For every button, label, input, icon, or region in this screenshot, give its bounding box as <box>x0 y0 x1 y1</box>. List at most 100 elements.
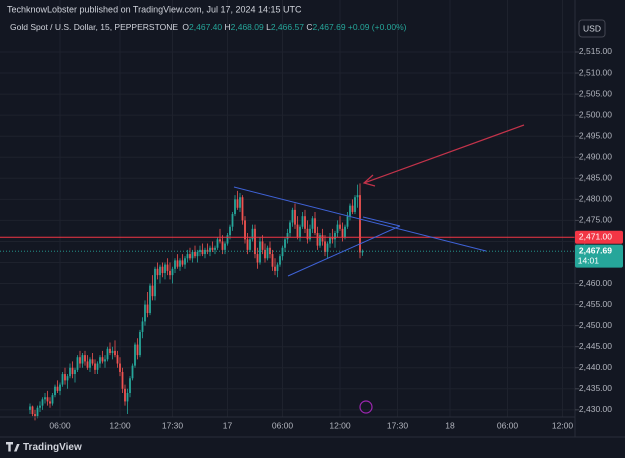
candle-body <box>64 374 66 381</box>
candle-body <box>271 254 274 267</box>
candle-body <box>56 386 59 391</box>
candle-body <box>219 239 221 242</box>
candle-body <box>319 235 321 246</box>
candle-body <box>151 285 154 297</box>
x-tick-label: 17 <box>223 420 233 430</box>
candle-body <box>71 367 74 375</box>
candle-body <box>89 359 91 368</box>
candle-body <box>106 348 109 360</box>
last-price-label: 2,467.69 <box>579 245 612 255</box>
y-tick-label: 2,485.00 <box>579 173 612 183</box>
currency: USD <box>583 23 601 33</box>
candle-body <box>81 355 84 364</box>
candle-body <box>226 235 229 244</box>
candle-body <box>241 197 244 221</box>
candle-body <box>51 395 54 404</box>
candle-body <box>306 228 309 240</box>
candle-body <box>66 376 69 381</box>
candle-body <box>311 218 314 229</box>
legend-change: +0.09 (+0.00%) <box>348 22 407 32</box>
candle-body <box>254 228 256 255</box>
candle-body <box>86 361 89 368</box>
candle-body <box>264 249 266 259</box>
candle-body <box>286 233 289 240</box>
candle-body <box>314 218 316 234</box>
candle-body <box>234 199 236 215</box>
candle-body <box>346 216 349 227</box>
candle-body <box>281 247 284 257</box>
legend-value: 2,468.09 <box>231 22 264 32</box>
candle-body <box>209 247 211 252</box>
candle-body <box>236 199 239 208</box>
candle-body <box>214 247 216 250</box>
candle-body <box>189 254 191 259</box>
legend-key: L <box>266 22 271 32</box>
candle-body <box>94 363 96 370</box>
candle-body <box>114 350 116 356</box>
legend: Gold Spot / U.S. Dollar, 15, PEPPERSTONE… <box>10 22 407 32</box>
countdown: 14:01 <box>578 255 600 265</box>
candle-body <box>344 226 346 238</box>
candle-body <box>166 264 169 271</box>
footer-brand[interactable]: TradingView <box>23 442 82 453</box>
candle-body <box>141 321 144 332</box>
triangle-lower <box>287 225 401 277</box>
legend-value: 2,467.69 <box>312 22 345 32</box>
candle-body <box>276 264 279 271</box>
legend-key: H <box>225 22 231 32</box>
arrow-head <box>362 174 376 187</box>
candle-body <box>136 344 139 356</box>
candle-body <box>76 357 79 370</box>
y-tick-label: 2,505.00 <box>579 88 612 98</box>
event-icon[interactable] <box>359 400 373 414</box>
candle-body <box>356 195 359 198</box>
candle-body <box>184 258 186 265</box>
currency-box[interactable] <box>578 19 606 38</box>
triangle-upper <box>233 186 487 252</box>
candle-body <box>336 224 339 234</box>
y-tick-label: 2,495.00 <box>579 130 612 140</box>
candle-body <box>169 270 171 276</box>
candle-body <box>34 414 36 417</box>
candle-body <box>354 197 356 212</box>
candle-body <box>239 197 241 208</box>
y-tick-label: 2,445.00 <box>579 341 612 351</box>
triangle-apex <box>362 216 401 227</box>
level-tag <box>575 230 623 244</box>
candle-body <box>294 209 296 225</box>
last-price-tag <box>575 244 623 268</box>
candle-body <box>349 205 351 217</box>
candle-body <box>186 254 189 259</box>
candle-body <box>361 251 364 253</box>
candle-body <box>204 249 206 255</box>
candle-body <box>224 243 226 250</box>
candle-body <box>321 235 324 242</box>
candle-body <box>119 363 121 372</box>
y-tick-label: 2,455.00 <box>579 299 612 309</box>
x-tick-label: 06:00 <box>49 420 71 430</box>
price-axis: USD 2,430.00 2,435.00 2,440.00 2,445.00 2,45… <box>574 0 625 437</box>
candle-body <box>91 359 94 364</box>
candle-body <box>111 350 114 354</box>
candle-body <box>331 237 334 240</box>
y-tick-label: 2,460.00 <box>579 278 612 288</box>
candle-body <box>69 367 71 377</box>
y-tick-label: 2,510.00 <box>579 67 612 77</box>
candle-body <box>161 266 164 274</box>
candle-body <box>134 344 136 366</box>
y-tick-label: 2,450.00 <box>579 320 612 330</box>
arrow-line <box>363 124 525 184</box>
candle-body <box>324 241 326 252</box>
candle-body <box>334 233 336 240</box>
candle-body <box>84 355 86 362</box>
candle-body <box>146 304 149 314</box>
candle-body <box>41 399 44 406</box>
candle-body <box>121 371 124 389</box>
candle-body <box>196 251 199 257</box>
candle-body <box>299 226 301 238</box>
candle-body <box>29 406 31 410</box>
candles <box>29 183 364 421</box>
